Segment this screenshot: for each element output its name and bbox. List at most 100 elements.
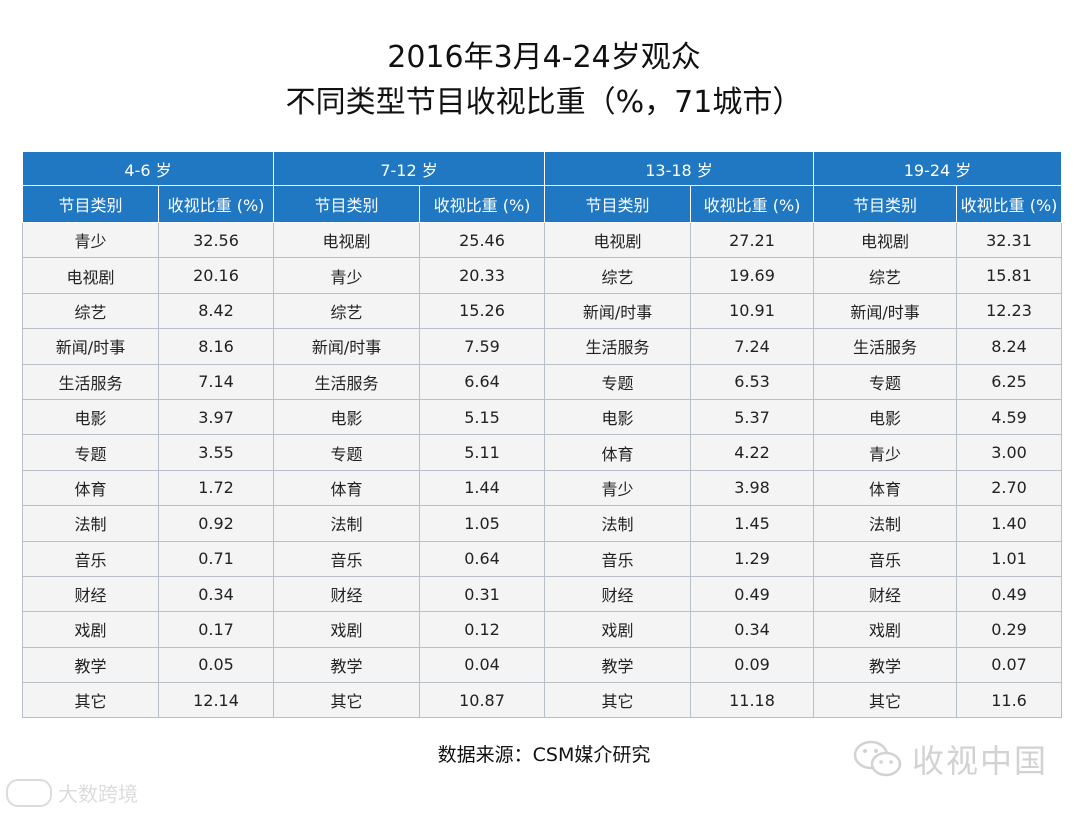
share-column-header: 收视比重 (%) [157, 185, 275, 223]
category-cell: 青少 [813, 434, 958, 471]
category-cell: 体育 [813, 469, 958, 507]
share-cell: 1.01 [956, 540, 1063, 577]
category-cell: 电视剧 [273, 221, 421, 259]
table-row: 生活服务 7.14 生活服务 6.64 专题 6.53 专题 6.25 [22, 363, 1063, 400]
watermark-left-text: 大数跨境 [58, 782, 138, 806]
category-cell: 音乐 [544, 540, 692, 577]
category-cell: 生活服务 [273, 363, 421, 400]
category-cell: 新闻/时事 [544, 292, 692, 330]
share-cell: 12.14 [157, 682, 275, 719]
share-cell: 3.97 [157, 398, 275, 436]
category-cell: 电影 [273, 398, 421, 436]
share-cell: 8.16 [157, 328, 275, 365]
table-row: 电视剧 20.16 青少 20.33 综艺 19.69 综艺 15.81 [22, 257, 1063, 294]
share-cell: 1.45 [690, 505, 815, 542]
share-cell: 1.40 [956, 505, 1063, 542]
share-cell: 19.69 [690, 257, 815, 294]
brand-logo-icon [6, 778, 52, 807]
share-cell: 0.64 [419, 540, 546, 577]
table-row: 戏剧 0.17 戏剧 0.12 戏剧 0.34 戏剧 0.29 [22, 611, 1063, 648]
share-cell: 20.16 [157, 257, 275, 294]
share-column-header: 收视比重 (%) [419, 185, 546, 223]
share-cell: 0.04 [419, 646, 546, 684]
category-cell: 综艺 [544, 257, 692, 294]
age-group-header: 13-18 岁 [544, 151, 815, 186]
category-cell: 电影 [544, 398, 692, 436]
share-cell: 0.07 [956, 646, 1063, 684]
share-cell: 5.15 [419, 398, 546, 436]
category-cell: 综艺 [813, 257, 958, 294]
category-cell: 新闻/时事 [813, 292, 958, 330]
category-cell: 电视剧 [22, 257, 159, 294]
category-cell: 法制 [273, 505, 421, 542]
age-group-header-row: 4-6 岁 7-12 岁 13-18 岁 19-24 岁 [21, 151, 1063, 186]
age-group-header: 4-6 岁 [21, 151, 275, 186]
category-cell: 青少 [544, 469, 692, 507]
category-cell: 综艺 [22, 292, 159, 330]
table-row: 综艺 8.42 综艺 15.26 新闻/时事 10.91 新闻/时事 12.23 [22, 292, 1063, 330]
data-source: 数据来源：CSM媒介研究 [437, 744, 651, 766]
table-row: 法制 0.92 法制 1.05 法制 1.45 法制 1.40 [22, 505, 1063, 542]
category-column-header: 节目类别 [813, 185, 958, 223]
share-cell: 0.34 [157, 575, 275, 613]
share-cell: 6.64 [419, 363, 546, 400]
category-cell: 体育 [22, 469, 159, 507]
category-cell: 其它 [22, 682, 159, 719]
category-cell: 生活服务 [544, 328, 692, 365]
category-cell: 体育 [544, 434, 692, 471]
table-row: 音乐 0.71 音乐 0.64 音乐 1.29 音乐 1.01 [22, 540, 1063, 577]
share-column-header: 收视比重 (%) [956, 185, 1063, 223]
share-cell: 0.17 [157, 611, 275, 648]
category-cell: 生活服务 [813, 328, 958, 365]
category-cell: 新闻/时事 [22, 328, 159, 365]
category-cell: 财经 [544, 575, 692, 613]
category-cell: 电视剧 [813, 221, 958, 259]
category-column-header: 节目类别 [22, 185, 159, 223]
share-cell: 4.59 [956, 398, 1063, 436]
table-row: 新闻/时事 8.16 新闻/时事 7.59 生活服务 7.24 生活服务 8.24 [22, 328, 1063, 365]
share-cell: 1.05 [419, 505, 546, 542]
watermark-left: 大数跨境 [6, 778, 138, 807]
share-cell: 32.31 [956, 221, 1063, 259]
share-cell: 12.23 [956, 292, 1063, 330]
category-cell: 法制 [22, 505, 159, 542]
share-cell: 1.44 [419, 469, 546, 507]
share-cell: 32.56 [157, 221, 275, 259]
category-cell: 电视剧 [544, 221, 692, 259]
category-cell: 戏剧 [544, 611, 692, 648]
share-cell: 3.00 [956, 434, 1063, 471]
share-cell: 8.42 [157, 292, 275, 330]
share-cell: 1.72 [157, 469, 275, 507]
share-cell: 8.24 [956, 328, 1063, 365]
share-cell: 15.81 [956, 257, 1063, 294]
table-row: 其它 12.14 其它 10.87 其它 11.18 其它 11.6 [22, 682, 1063, 719]
category-column-header: 节目类别 [544, 185, 692, 223]
title-line-1: 2016年3月4-24岁观众 [387, 40, 701, 75]
category-cell: 其它 [273, 682, 421, 719]
category-cell: 专题 [22, 434, 159, 471]
column-header-row: 节目类别 收视比重 (%) 节目类别 收视比重 (%) 节目类别 收视比重 (%… [22, 185, 1063, 223]
category-cell: 财经 [813, 575, 958, 613]
share-cell: 2.70 [956, 469, 1063, 507]
category-cell: 音乐 [273, 540, 421, 577]
share-cell: 25.46 [419, 221, 546, 259]
share-cell: 0.71 [157, 540, 275, 577]
share-cell: 0.05 [157, 646, 275, 684]
category-cell: 体育 [273, 469, 421, 507]
category-cell: 专题 [273, 434, 421, 471]
category-cell: 戏剧 [813, 611, 958, 648]
category-cell: 其它 [813, 682, 958, 719]
category-cell: 专题 [813, 363, 958, 400]
table-row: 专题 3.55 专题 5.11 体育 4.22 青少 3.00 [22, 434, 1063, 471]
share-cell: 15.26 [419, 292, 546, 330]
share-cell: 0.12 [419, 611, 546, 648]
watermark-right: 收视中国 [852, 736, 1048, 782]
title-line-2: 不同类型节目收视比重（%，71城市） [285, 85, 803, 120]
share-cell: 3.98 [690, 469, 815, 507]
share-cell: 0.34 [690, 611, 815, 648]
share-cell: 6.25 [956, 363, 1063, 400]
share-cell: 0.31 [419, 575, 546, 613]
share-cell: 0.09 [690, 646, 815, 684]
category-cell: 综艺 [273, 292, 421, 330]
table-row: 教学 0.05 教学 0.04 教学 0.09 教学 0.07 [22, 646, 1063, 684]
